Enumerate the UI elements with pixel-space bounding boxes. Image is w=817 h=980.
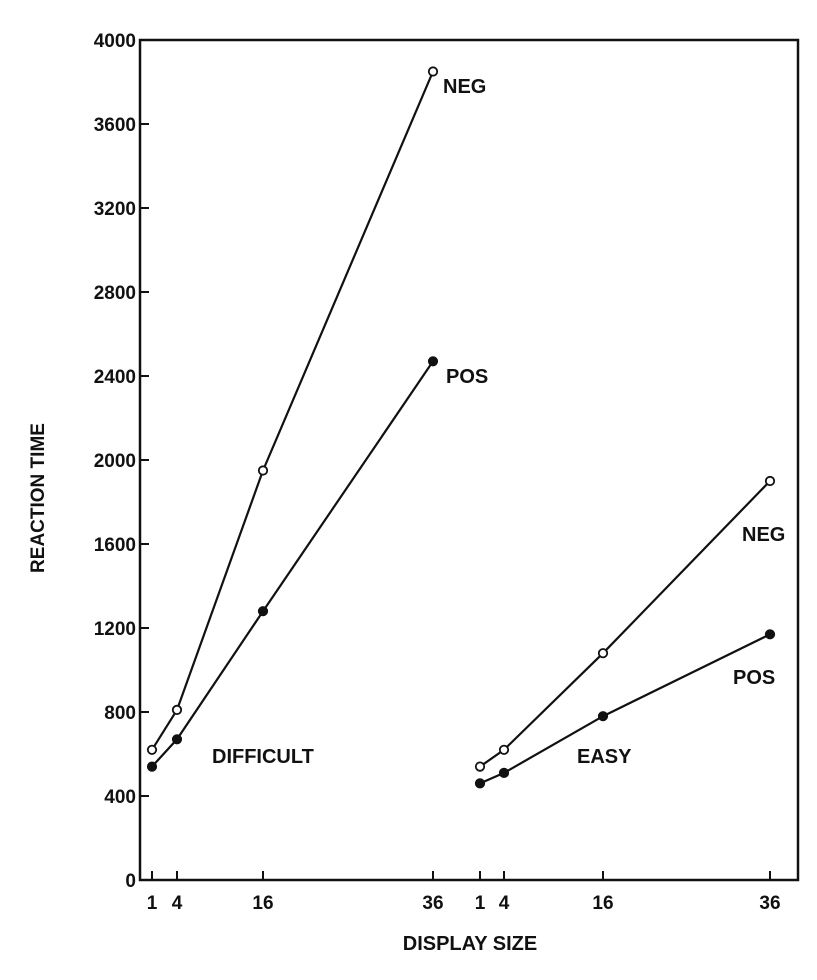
- series-label-difficult-pos: POS: [446, 366, 488, 388]
- y-tick-label: 3600: [94, 115, 136, 136]
- y-axis-title: REACTION TIME: [28, 423, 49, 573]
- x-axis-title: DISPLAY SIZE: [403, 933, 538, 955]
- data-point-easy-pos: [474, 778, 486, 789]
- x-tick-label: 16: [252, 893, 273, 914]
- panel-label-difficult: DIFFICULT: [212, 746, 314, 768]
- data-point-easy-pos: [498, 767, 510, 779]
- series-label-difficult-neg: NEG: [443, 76, 486, 98]
- x-tick-label: 36: [422, 893, 443, 914]
- data-point-easy-neg: [764, 475, 776, 487]
- data-point-difficult-neg: [257, 465, 269, 476]
- x-tick-label: 1: [475, 893, 486, 914]
- series-label-easy-pos: POS: [733, 667, 775, 689]
- y-tick-label: 2800: [94, 283, 136, 304]
- data-point-easy-neg: [474, 761, 486, 772]
- data-point-difficult-pos: [171, 734, 183, 745]
- x-tick-label: 36: [759, 893, 780, 914]
- x-tick-label: 1: [147, 893, 158, 914]
- series-line-difficult-pos: [151, 360, 434, 768]
- data-point-difficult-neg: [427, 66, 439, 77]
- data-point-difficult-pos: [257, 606, 269, 617]
- y-axis-ticks: 0 400 800 1200 1600 2000 2400 2800 3200 3600 4000: [94, 31, 149, 892]
- y-tick-label: 1200: [94, 619, 136, 640]
- series-line-difficult-neg: [151, 71, 435, 751]
- data-point-easy-pos: [764, 629, 776, 640]
- y-tick-label: 0: [125, 871, 136, 892]
- series-line-easy-pos: [479, 633, 771, 785]
- data-point-easy-neg: [597, 648, 609, 659]
- data-point-difficult-neg: [171, 704, 183, 716]
- data-point-difficult-pos: [146, 761, 158, 772]
- data-point-difficult-neg: [146, 744, 158, 755]
- y-tick-label: 2400: [94, 367, 136, 388]
- series-line-easy-neg: [479, 480, 771, 768]
- series-label-easy-neg: NEG: [742, 524, 785, 546]
- y-tick-label: 1600: [94, 535, 136, 556]
- y-tick-label: 4000: [94, 31, 136, 52]
- data-point-difficult-pos: [427, 356, 439, 367]
- y-tick-label: 800: [104, 703, 136, 724]
- x-axis-ticks: 1 4 16 36 1 4 16 36: [147, 871, 781, 914]
- y-tick-label: 3200: [94, 199, 136, 220]
- x-tick-label: 16: [592, 893, 613, 914]
- y-tick-label: 2000: [94, 451, 136, 472]
- data-point-easy-neg: [498, 744, 510, 755]
- series-layer: [146, 66, 776, 789]
- data-point-easy-pos: [597, 711, 609, 722]
- series-labels: DIFFICULT NEG POS EASY NEG POS: [212, 76, 785, 768]
- x-tick-label: 4: [172, 893, 183, 914]
- x-tick-label: 4: [499, 893, 510, 914]
- panel-label-easy: EASY: [577, 746, 632, 768]
- y-tick-label: 400: [104, 787, 136, 808]
